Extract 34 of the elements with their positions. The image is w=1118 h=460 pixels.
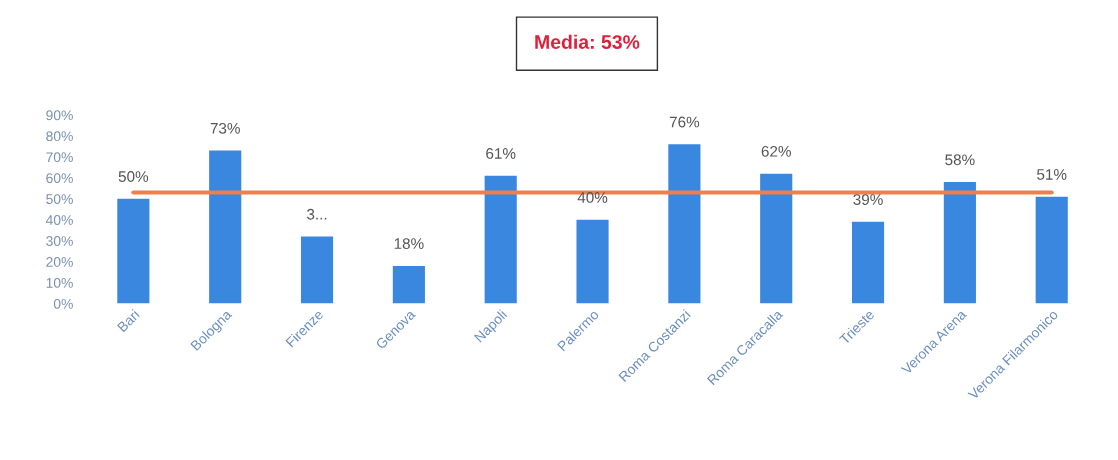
chart-title: Media: 53% bbox=[535, 34, 640, 49]
bar bbox=[209, 150, 242, 304]
y-tick-label: 60% bbox=[46, 173, 73, 184]
y-tick-label: 10% bbox=[46, 277, 73, 288]
data-label: 62% bbox=[761, 145, 791, 157]
y-tick-label: 0% bbox=[53, 298, 73, 309]
bar bbox=[668, 144, 701, 304]
y-tick-label: 50% bbox=[46, 194, 73, 204]
bar bbox=[760, 173, 793, 304]
data-label: 51% bbox=[1037, 169, 1067, 180]
data-label: 18% bbox=[394, 238, 424, 249]
data-label: 40% bbox=[577, 192, 608, 203]
data-label: 76% bbox=[669, 116, 700, 128]
bar bbox=[1035, 196, 1068, 304]
y-tick-label: 90% bbox=[46, 110, 73, 121]
bar bbox=[117, 198, 150, 304]
data-label: 58% bbox=[945, 154, 975, 166]
data-label: 39% bbox=[853, 194, 883, 205]
data-label: 73% bbox=[210, 122, 240, 134]
bar bbox=[484, 175, 517, 304]
bar bbox=[392, 265, 425, 304]
y-tick-label: 80% bbox=[46, 131, 73, 142]
x-tick-label: Bari bbox=[116, 309, 140, 333]
data-label: 50% bbox=[118, 171, 149, 182]
bar bbox=[851, 221, 885, 304]
bar bbox=[943, 182, 976, 304]
data-label: 61% bbox=[486, 148, 516, 159]
bar bbox=[300, 236, 334, 304]
y-tick-label: 30% bbox=[46, 236, 73, 246]
y-tick-label: 40% bbox=[45, 215, 73, 225]
y-tick-label: 70% bbox=[46, 152, 73, 163]
y-tick-label: 20% bbox=[46, 257, 73, 267]
bar bbox=[576, 219, 609, 304]
data-label: 3... bbox=[307, 208, 327, 220]
